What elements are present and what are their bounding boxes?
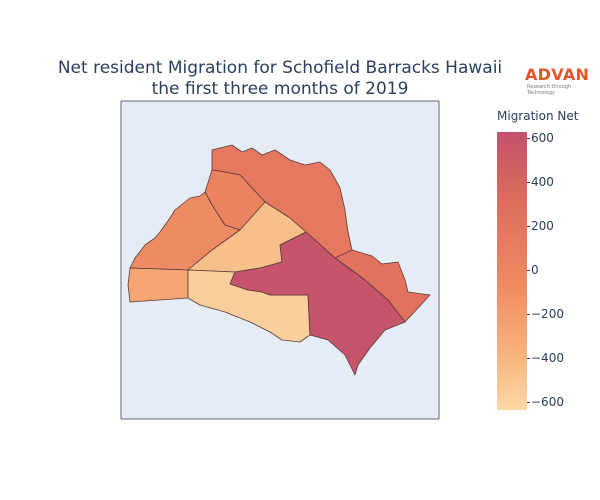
colorbar-tick-mark (527, 358, 530, 359)
colorbar-tick-label: −400 (531, 351, 564, 365)
colorbar-tick-label: 200 (531, 219, 554, 233)
colorbar-tick-mark (527, 138, 530, 139)
colorbar-title: Migration Net (497, 109, 579, 123)
colorbar-tick-mark (527, 402, 530, 403)
logo-wordmark: ADVAN (525, 65, 590, 84)
colorbar-tick-label: −200 (531, 307, 564, 321)
region-west-upper[interactable] (129, 191, 241, 271)
colorbar-tick-mark (527, 270, 530, 271)
colorbar-tick-label: 600 (531, 131, 554, 145)
map-title: Net resident Migration for Schofield Bar… (40, 58, 520, 100)
colorbar-tick-label: −600 (531, 395, 564, 409)
colorbar-tick-mark (527, 182, 530, 183)
colorbar-tick-mark (527, 226, 530, 227)
colorbar-tick-label: 0 (531, 263, 539, 277)
colorbar (497, 132, 527, 410)
region-southeast[interactable] (229, 231, 406, 376)
advan-logo: ADVAN Research through Technology (525, 65, 595, 97)
colorbar-tick-mark (527, 314, 530, 315)
title-line-1: Net resident Migration for Schofield Bar… (57, 58, 503, 78)
colorbar-tick-label: 400 (531, 175, 554, 189)
region-west-lower[interactable] (127, 267, 189, 303)
title-line-2: the first three months of 2019 (151, 79, 409, 99)
logo-tagline: Research through Technology (527, 84, 572, 96)
regions-layer (127, 144, 431, 376)
